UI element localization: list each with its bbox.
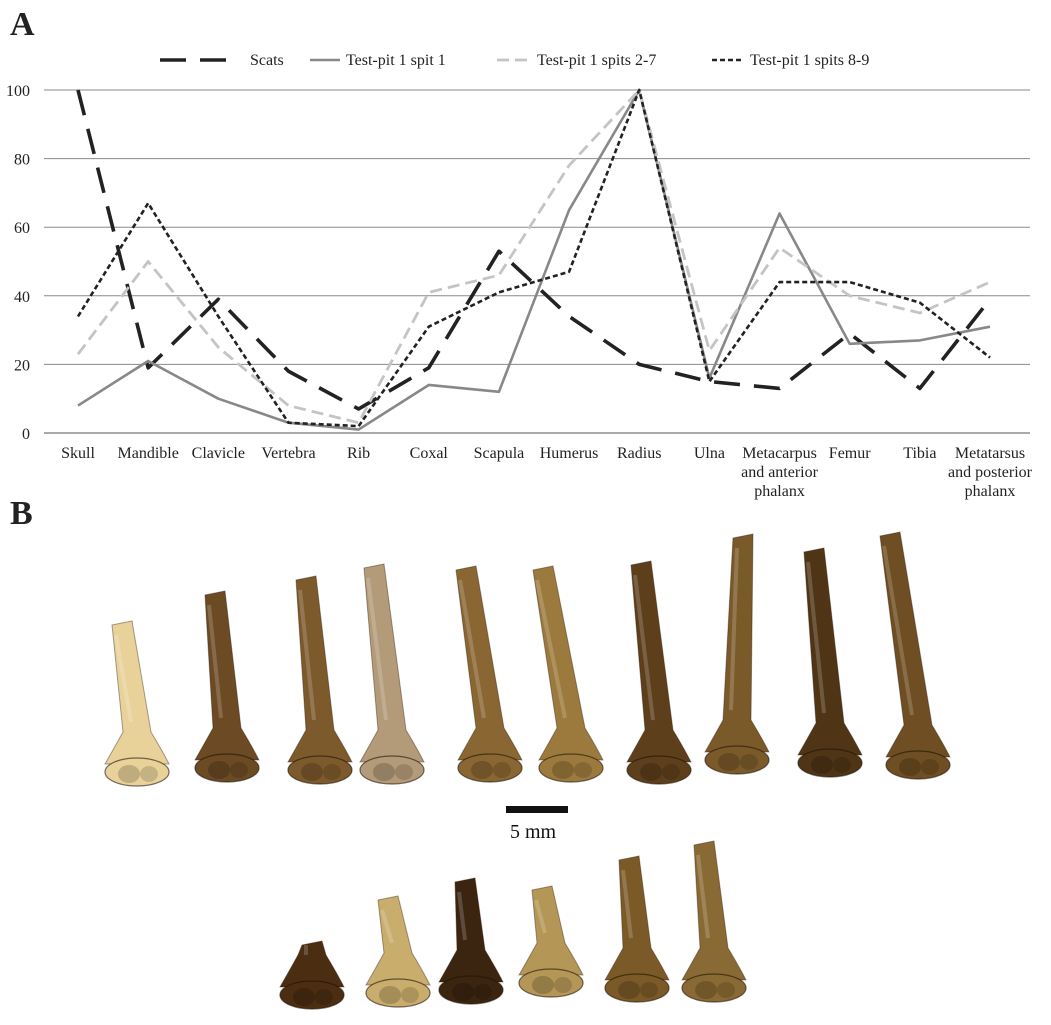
humerus-bone — [626, 560, 692, 785]
x-tick-label: Coxal — [410, 445, 449, 462]
scale-bar-label: 5 mm — [510, 821, 557, 843]
humerus-bone — [359, 563, 425, 785]
x-tick-label: Mandible — [117, 445, 178, 462]
humerus-bone — [681, 840, 747, 1003]
humerus-bone — [279, 940, 345, 1010]
x-tick-label: Ulna — [694, 445, 725, 462]
legend-label: Test-pit 1 spits 2-7 — [537, 52, 656, 69]
x-axis-ticks: Skull Mandible Clavicle Vertebra Rib Coxal Sca… — [61, 445, 1033, 500]
x-tick-label: Vertebra — [261, 445, 315, 462]
bones-row-2 — [279, 840, 747, 1010]
humerus-bone — [532, 565, 604, 783]
x-tick-label: Metatarsus and posterior phalanx — [948, 445, 1033, 500]
x-tick-label: Metacarpus and anterior phalanx — [741, 445, 819, 500]
x-tick-label: Tibia — [903, 445, 936, 462]
y-axis-ticks: 0 20 40 60 80 100 — [6, 83, 30, 443]
series-lines — [76, 88, 992, 431]
humerus-bone — [879, 531, 951, 780]
legend-label: Test-pit 1 spit 1 — [346, 52, 446, 69]
x-tick-label: Radius — [617, 445, 661, 462]
x-tick-label: Skull — [61, 445, 95, 462]
humerus-bone — [194, 590, 260, 783]
panel-label-b: B — [10, 495, 33, 532]
legend-label: Test-pit 1 spits 8-9 — [750, 52, 869, 69]
y-tick-label: 20 — [14, 357, 30, 374]
bone-photograph: 5 mm — [104, 531, 951, 1010]
line-chart: 0 20 40 60 80 100 Skull Mandible Clavicle Verteb… — [6, 52, 1033, 500]
y-tick-label: 80 — [14, 152, 30, 169]
humerus-bone — [455, 565, 523, 783]
legend-label: Scats — [250, 52, 284, 69]
x-tick-label: Rib — [347, 445, 370, 462]
x-tick-label: Femur — [829, 445, 871, 462]
x-tick-label: Scapula — [474, 445, 525, 462]
humerus-bone — [704, 533, 770, 775]
humerus-bone — [287, 575, 353, 785]
series-line — [76, 88, 991, 428]
panel-label-a: A — [10, 6, 35, 43]
series-line — [76, 88, 991, 425]
x-tick-label: Humerus — [540, 445, 599, 462]
humerus-bone — [797, 547, 863, 778]
humerus-bone — [518, 885, 584, 998]
series-line — [77, 88, 991, 431]
y-tick-label: 40 — [14, 289, 30, 306]
scale-bar — [506, 806, 568, 813]
humerus-bone — [604, 855, 670, 1003]
x-tick-label: Clavicle — [192, 445, 245, 462]
humerus-bone — [104, 620, 170, 787]
series-line — [76, 89, 992, 411]
y-tick-label: 60 — [14, 220, 30, 237]
humerus-bone — [438, 877, 504, 1005]
y-tick-label: 0 — [22, 426, 30, 443]
chart-grid — [44, 89, 1030, 434]
humerus-bone — [365, 895, 431, 1008]
bones-row-1 — [104, 531, 951, 787]
chart-legend: Scats Test-pit 1 spit 1 Test-pit 1 spits 2… — [160, 52, 869, 69]
y-tick-label: 100 — [6, 83, 30, 100]
